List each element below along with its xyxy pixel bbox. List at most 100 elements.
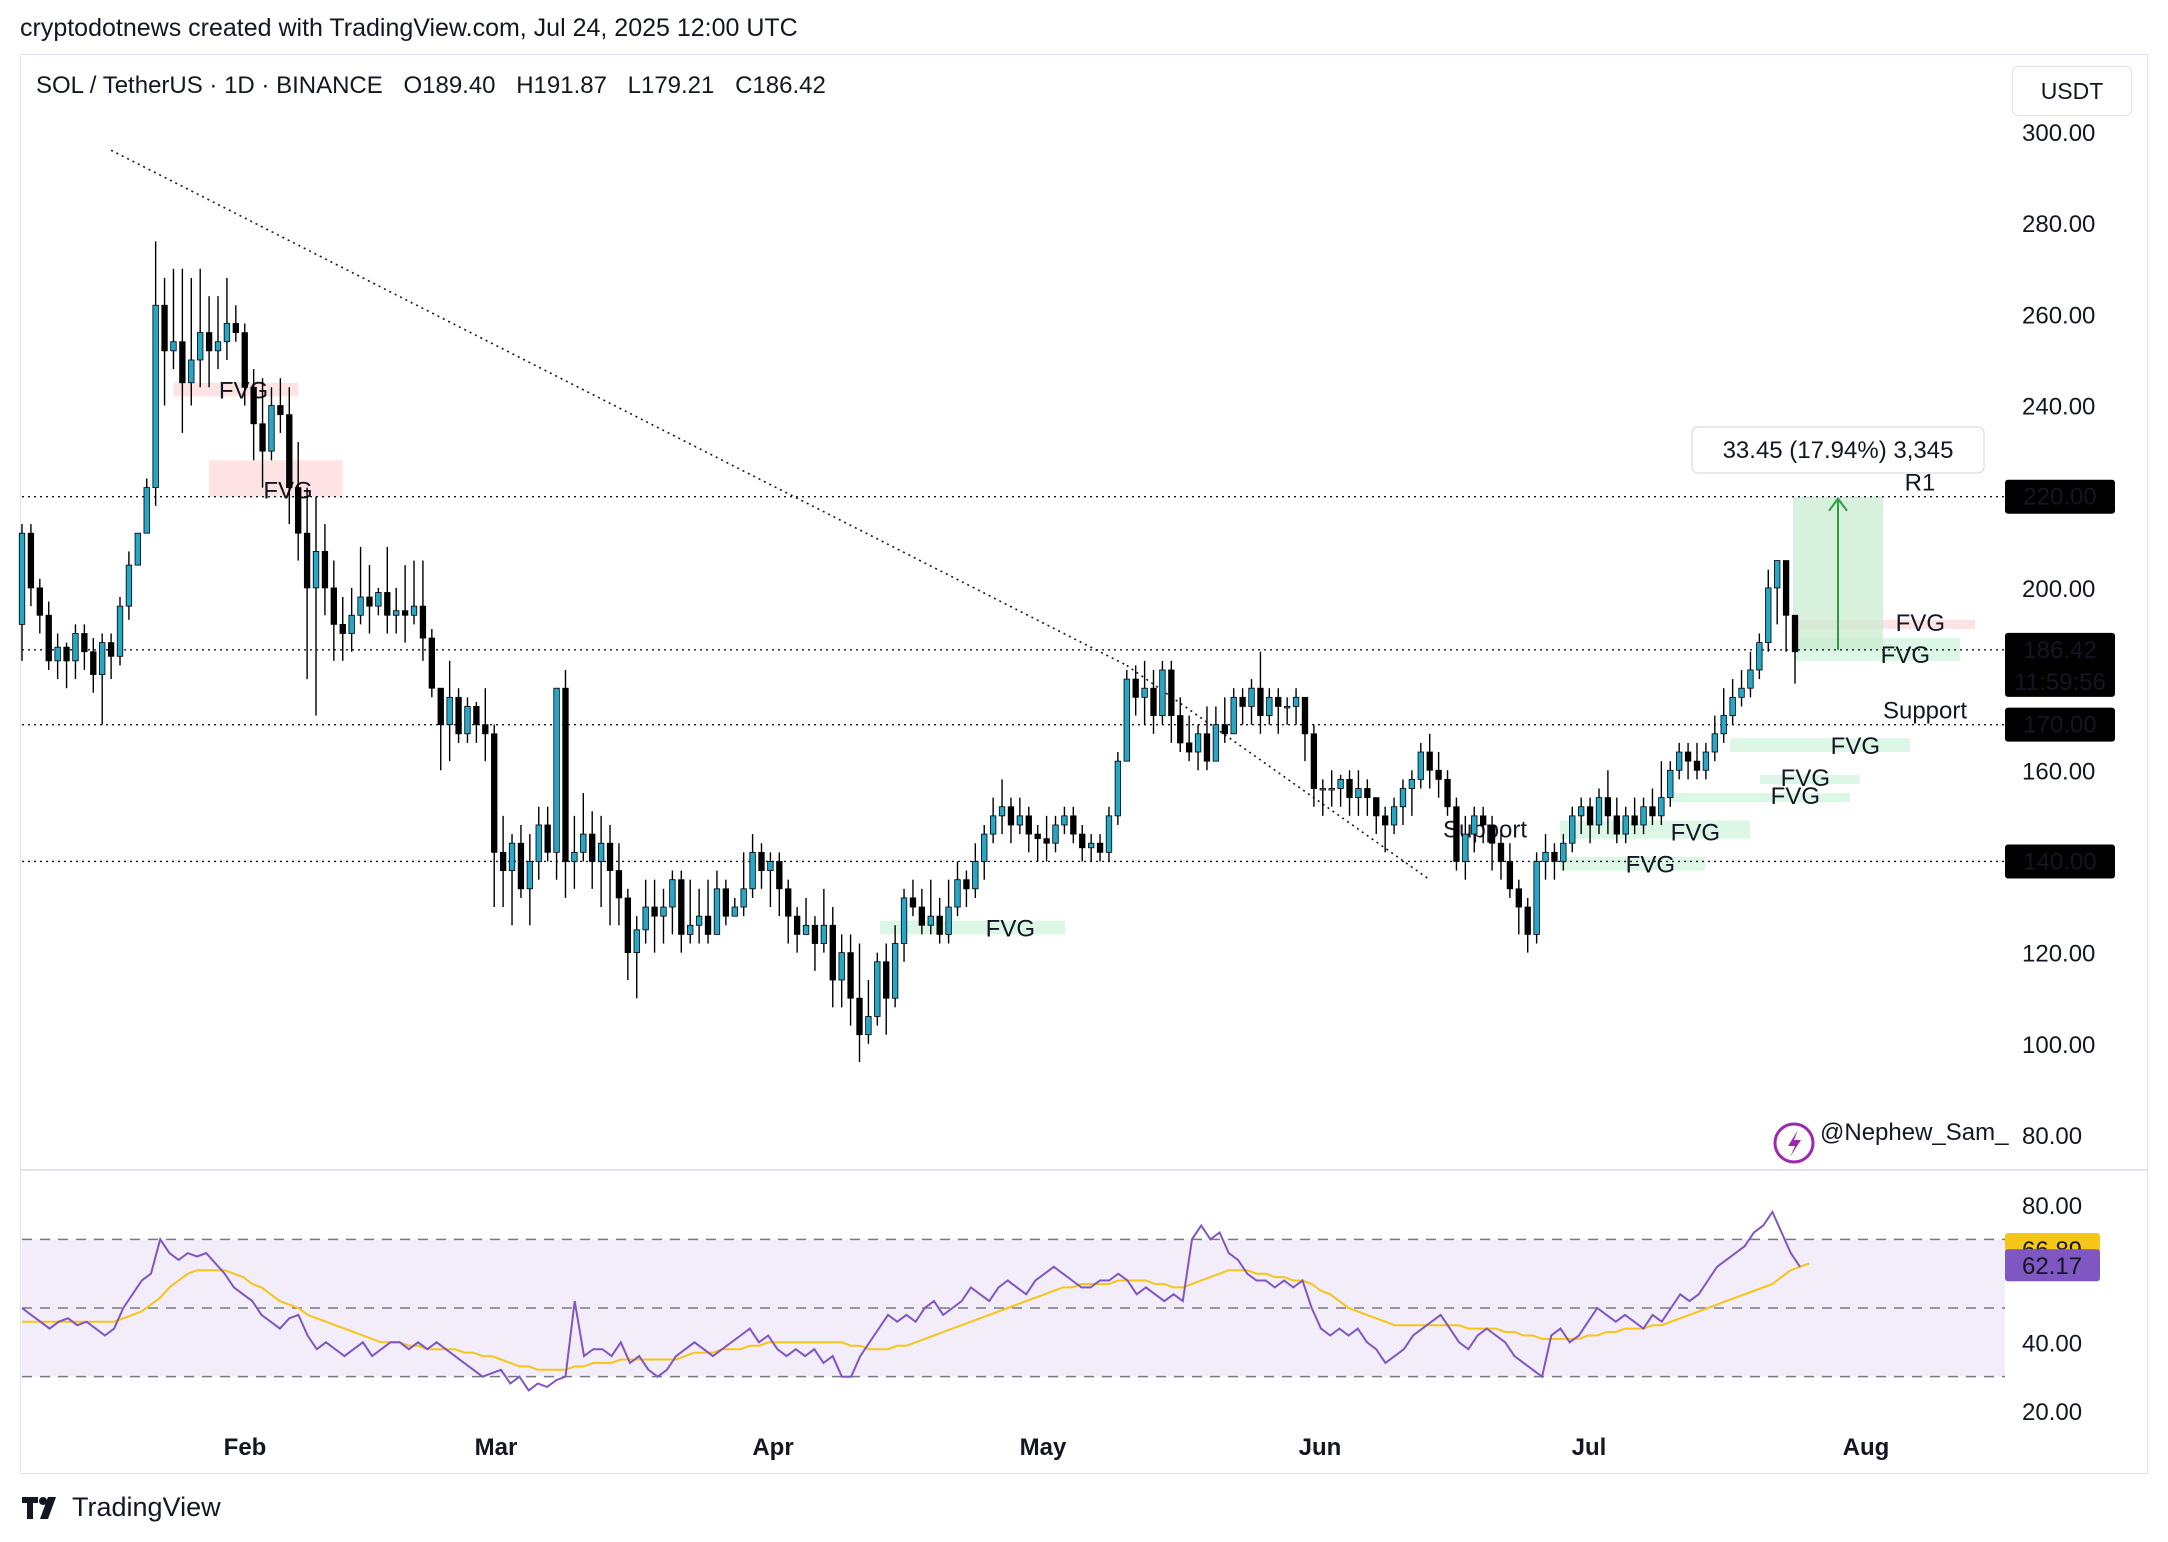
candle-body[interactable] [1604,797,1612,817]
candle-body[interactable] [268,405,275,452]
candle-body[interactable] [1417,751,1424,780]
candle-body[interactable] [1373,797,1380,817]
candle-body[interactable] [758,851,765,871]
candle-body[interactable] [63,646,70,662]
candle-body[interactable] [1667,769,1674,799]
candle-body[interactable] [1497,842,1505,862]
candle-body[interactable] [526,861,534,890]
candle-body[interactable] [295,487,302,534]
candle-body[interactable] [491,733,498,853]
candle-body[interactable] [1114,760,1122,817]
candle-body[interactable] [589,833,596,862]
candle-body[interactable] [1328,788,1335,791]
candle-body[interactable] [1711,733,1718,753]
candle-body[interactable] [1399,788,1407,808]
candle-body[interactable] [1480,815,1487,826]
candle-body[interactable] [553,687,560,853]
candle-body[interactable] [615,870,623,899]
candle-body[interactable] [1266,696,1273,716]
candle-body[interactable] [214,341,222,352]
candle-body[interactable] [1203,733,1211,762]
fvg-zone[interactable] [209,460,343,497]
candle-body[interactable] [651,906,658,917]
candle-body[interactable] [197,332,204,361]
candle-body[interactable] [998,806,1006,817]
candle-body[interactable] [72,633,79,662]
candle-body[interactable] [125,564,133,607]
candle-body[interactable] [1283,706,1291,709]
candle-body[interactable] [366,596,373,607]
candle-body[interactable] [945,906,952,935]
candle-body[interactable] [312,551,320,589]
candle-body[interactable] [348,614,355,634]
candle-body[interactable] [1052,824,1059,844]
candle-body[interactable] [179,341,186,384]
candle-body[interactable] [1159,669,1166,716]
candle-body[interactable] [597,842,605,862]
candle-body[interactable] [1061,815,1068,826]
candle-body[interactable] [1087,842,1095,849]
candle-body[interactable] [232,323,239,333]
candle-body[interactable] [793,915,801,935]
candle-body[interactable] [384,592,391,616]
candle-body[interactable] [437,687,444,726]
candle-body[interactable] [963,879,970,890]
currency-button[interactable]: USDT [2012,66,2132,116]
candle-body[interactable] [891,943,899,999]
candle-body[interactable] [116,605,124,657]
candle-body[interactable] [375,592,382,607]
candle-body[interactable] [749,851,756,890]
candle-body[interactable] [1488,824,1496,844]
candle-body[interactable] [1702,751,1710,771]
candle-body[interactable] [695,915,703,926]
candle-body[interactable] [455,696,462,735]
candle-body[interactable] [1355,788,1362,799]
candle-body[interactable] [188,359,195,384]
candle-body[interactable] [1221,724,1228,735]
candle-body[interactable] [731,906,738,917]
candle-body[interactable] [464,706,471,735]
candle-body[interactable] [1096,842,1104,853]
candle-body[interactable] [473,706,480,726]
candle-body[interactable] [829,924,836,981]
candle-body[interactable] [722,888,730,917]
candle-body[interactable] [410,605,418,616]
candle-body[interactable] [954,879,961,908]
fvg-zone[interactable] [173,382,299,397]
candle-body[interactable] [704,915,712,935]
candle-body[interactable] [1729,696,1736,716]
candle-body[interactable] [1693,760,1701,771]
candle-body[interactable] [303,532,311,589]
symbol-info[interactable]: SOL / TetherUS · 1D · BINANCE O189.40 H1… [36,72,840,100]
candle-body[interactable] [1257,687,1264,716]
candle-body[interactable] [1079,833,1086,849]
candle-body[interactable] [1676,751,1683,771]
candle-body[interactable] [1070,815,1077,835]
candle-body[interactable] [1684,751,1692,762]
candle-body[interactable] [1177,715,1184,744]
candle-body[interactable] [1765,587,1772,644]
candle-body[interactable] [1150,687,1157,716]
candle-body[interactable] [54,646,61,662]
candle-body[interactable] [989,815,997,835]
candle-body[interactable] [1034,833,1041,840]
candle-body[interactable] [81,633,88,653]
candle-body[interactable] [633,929,640,954]
candle-body[interactable] [918,906,926,926]
candle-body[interactable] [1738,687,1745,698]
candle-body[interactable] [205,332,213,352]
candle-body[interactable] [1586,806,1594,826]
candle-body[interactable] [45,614,52,662]
candle-body[interactable] [1319,788,1326,791]
candle-body[interactable] [927,915,934,926]
candle-body[interactable] [1533,861,1540,935]
candle-body[interactable] [1141,687,1148,698]
candle-body[interactable] [1105,815,1113,853]
candle-body[interactable] [339,623,346,634]
candle-body[interactable] [1212,724,1220,762]
candle-body[interactable] [1515,888,1522,908]
candle-body[interactable] [1123,678,1130,762]
candle-body[interactable] [1007,806,1015,826]
candle-body[interactable] [1346,778,1353,799]
